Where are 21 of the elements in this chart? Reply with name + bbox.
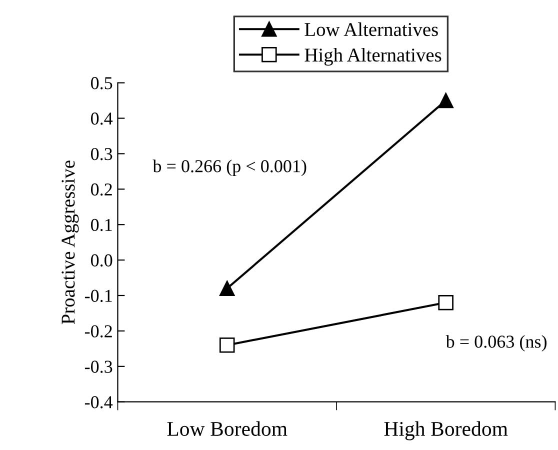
x-tick-label: High Boredom bbox=[384, 421, 508, 440]
y-tick-label: 0.4 bbox=[90, 112, 113, 125]
annotation: b = 0.266 (p < 0.001) bbox=[152, 160, 306, 176]
y-tick-label: 0.3 bbox=[90, 148, 112, 160]
y-tick-label: 0.0 bbox=[90, 254, 112, 267]
y-tick-label: -0.4 bbox=[84, 396, 113, 408]
point bbox=[438, 294, 454, 310]
y-tick-label: 0.5 bbox=[90, 77, 112, 90]
annotation: b = 0.063 (ns) bbox=[446, 335, 547, 352]
y-tick-label: 0.2 bbox=[90, 183, 112, 196]
y-tick-label: 0.1 bbox=[90, 218, 112, 232]
y-tick-label: -0.2 bbox=[84, 325, 112, 338]
y-axis-title: Proactive Aggressive bbox=[62, 160, 79, 324]
legend-label: High Alternatives bbox=[304, 48, 442, 66]
point bbox=[219, 280, 235, 296]
point bbox=[438, 92, 454, 108]
y-tick-label: -0.1 bbox=[84, 290, 112, 302]
x-tick-label: Low Boredom bbox=[167, 421, 288, 436]
legend-label: Low Alternatives bbox=[304, 22, 438, 36]
y-tick-label: -0.3 bbox=[84, 360, 112, 373]
point bbox=[219, 337, 235, 353]
